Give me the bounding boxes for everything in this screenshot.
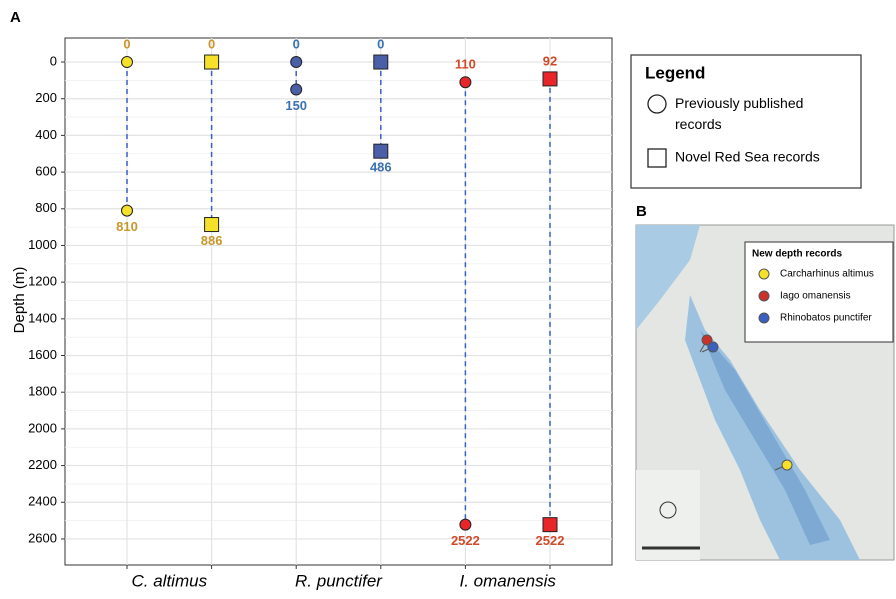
y-tick-label: 2600 — [28, 530, 57, 545]
map-legend-item: Carcharhinus altimus — [780, 269, 874, 280]
map-pin — [759, 291, 769, 301]
y-tick-label: 1000 — [28, 237, 57, 252]
point — [460, 519, 471, 530]
value-label: 150 — [285, 98, 307, 113]
x-tick-label: R. punctifer — [295, 571, 383, 590]
y-tick-label: 2400 — [28, 494, 57, 509]
point — [291, 84, 302, 95]
map-pin — [759, 313, 769, 323]
value-label: 0 — [293, 36, 300, 51]
value-label: 0 — [208, 36, 215, 51]
point — [122, 205, 133, 216]
point — [374, 55, 388, 69]
point — [460, 77, 471, 88]
map-pin — [708, 342, 718, 352]
value-label: 810 — [116, 219, 138, 234]
panel-label: B — [636, 203, 647, 220]
y-tick-label: 2000 — [28, 420, 57, 435]
value-label: 886 — [201, 233, 223, 248]
point — [543, 518, 557, 532]
value-label: 0 — [377, 36, 384, 51]
legend-title: Legend — [645, 63, 705, 82]
map-pin — [759, 269, 769, 279]
panel-label: A — [10, 9, 21, 26]
legend-marker — [648, 149, 666, 167]
point — [291, 57, 302, 68]
y-tick-label: 600 — [35, 164, 57, 179]
y-tick-label: 0 — [50, 53, 57, 68]
map: New depth records Carcharhinus altimus I… — [636, 225, 894, 560]
x-tick-label: I. omanensis — [460, 571, 557, 590]
legend-marker — [648, 95, 666, 113]
y-tick-label: 2200 — [28, 457, 57, 472]
y-tick-label: 1600 — [28, 347, 57, 362]
value-label: 110 — [455, 57, 476, 72]
x-tick-label: C. altimus — [132, 571, 208, 590]
y-tick-label: 1200 — [28, 274, 57, 289]
point — [122, 57, 133, 68]
point — [374, 144, 388, 158]
point — [205, 55, 219, 69]
map-legend-item: Rhinobatos punctifer — [780, 313, 872, 324]
value-label: 2522 — [536, 533, 565, 548]
y-tick-label: 1400 — [28, 310, 57, 325]
map-legend-item: Iago omanensis — [780, 291, 851, 302]
map-legend-title: New depth records — [752, 249, 842, 260]
value-label: 486 — [370, 160, 392, 175]
y-tick-label: 800 — [35, 200, 57, 215]
legend-label: Novel Red Sea records — [675, 149, 820, 165]
y-tick-label: 1800 — [28, 384, 57, 399]
y-tick-label: 400 — [35, 127, 57, 142]
figure: A Depth (m) Legend B New depth records C… — [0, 0, 896, 594]
value-label: 2522 — [451, 533, 480, 548]
y-axis-label: Depth (m) — [11, 267, 28, 334]
y-tick-label: 200 — [35, 90, 57, 105]
point — [205, 218, 219, 232]
value-label: 0 — [123, 36, 130, 51]
value-label: 92 — [543, 53, 557, 68]
point — [543, 72, 557, 86]
map-pin — [782, 460, 792, 470]
